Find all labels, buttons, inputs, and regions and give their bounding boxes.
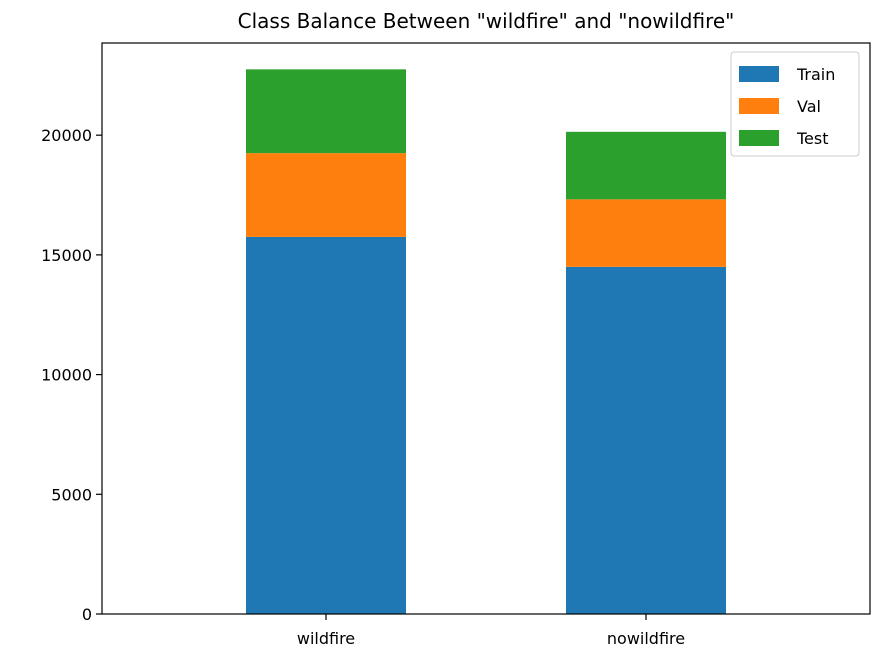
chart-title: Class Balance Between "wildfire" and "no…: [238, 9, 735, 33]
legend-label-val: Val: [797, 97, 821, 116]
y-tick-label: 5000: [51, 485, 92, 504]
bar-test-nowildfire: [566, 131, 726, 200]
plot-frame: [101, 42, 871, 615]
bar-test-wildfire: [246, 69, 406, 154]
legend-swatch-train: [739, 66, 779, 82]
legend-label-test: Test: [796, 129, 829, 148]
x-tick-label-nowildfire: nowildfire: [607, 629, 685, 648]
legend-swatch-val: [739, 98, 779, 114]
bar-val-nowildfire: [566, 199, 726, 267]
legend-label-train: Train: [796, 65, 835, 84]
bar-train-nowildfire: [566, 266, 726, 614]
y-tick-label: 0: [82, 605, 92, 624]
bar-train-wildfire: [246, 236, 406, 615]
legend: Train Val Test: [730, 51, 860, 157]
legend-swatch-test: [739, 130, 779, 146]
y-tick-label: 20000: [41, 126, 92, 145]
bars-group: [246, 69, 726, 615]
bar-val-wildfire: [246, 153, 406, 237]
y-tick-label: 15000: [41, 246, 92, 265]
y-tick-label: 10000: [41, 366, 92, 385]
x-tick-label-wildfire: wildfire: [297, 629, 355, 648]
axes-group: 0 5000 10000 15000 20000 wildfire nowildfire: [41, 42, 871, 648]
